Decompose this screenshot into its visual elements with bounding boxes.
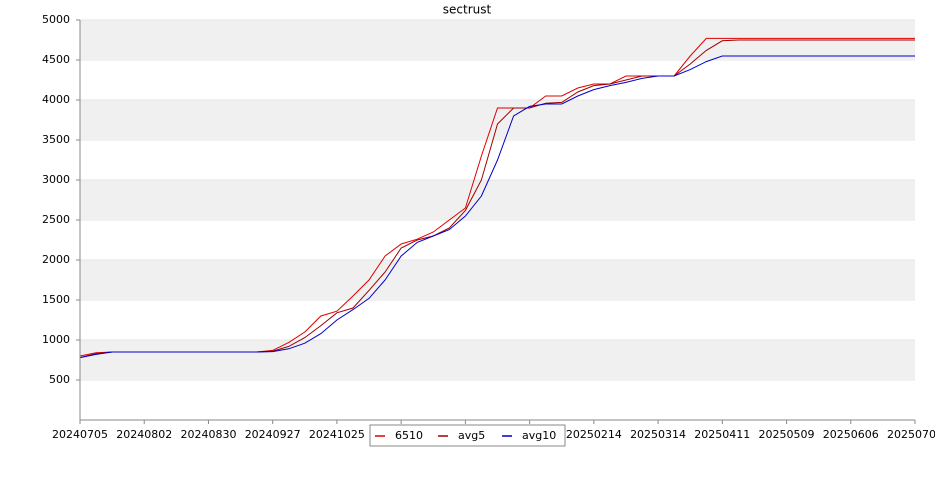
grid-band [80, 100, 915, 140]
y-tick-label: 3500 [42, 133, 70, 146]
y-tick-label: 2500 [42, 213, 70, 226]
grid-band [80, 340, 915, 380]
legend-box [369, 424, 566, 447]
y-tick-label: 4500 [42, 53, 70, 66]
y-tick-label: 1000 [42, 333, 70, 346]
y-tick-label: 500 [49, 373, 70, 386]
x-tick-label: 20240802 [116, 428, 172, 441]
y-tick-label: 4000 [42, 93, 70, 106]
chart-title: sectrust [443, 3, 492, 17]
legend-label: avg10 [522, 429, 556, 442]
legend-label: 6510 [395, 429, 423, 442]
grid-band [80, 180, 915, 220]
x-tick-label: 20250214 [566, 428, 622, 441]
y-tick-label: 2000 [42, 253, 70, 266]
x-tick-label: 20240927 [245, 428, 301, 441]
x-tick-label: 20250704 [887, 428, 935, 441]
y-tick-label: 5000 [42, 13, 70, 26]
x-tick-label: 20241025 [309, 428, 365, 441]
x-tick-label: 20240830 [180, 428, 236, 441]
x-tick-label: 20250411 [694, 428, 750, 441]
x-tick-label: 20250606 [823, 428, 879, 441]
series-line [79, 55, 915, 359]
x-tick-label: 20250509 [759, 428, 815, 441]
legend-label: avg5 [458, 429, 485, 442]
x-tick-label: 20250314 [630, 428, 686, 441]
grid-band [80, 260, 915, 300]
y-tick-label: 3000 [42, 173, 70, 186]
x-tick-label: 20240705 [52, 428, 108, 441]
y-tick-label: 1500 [42, 293, 70, 306]
